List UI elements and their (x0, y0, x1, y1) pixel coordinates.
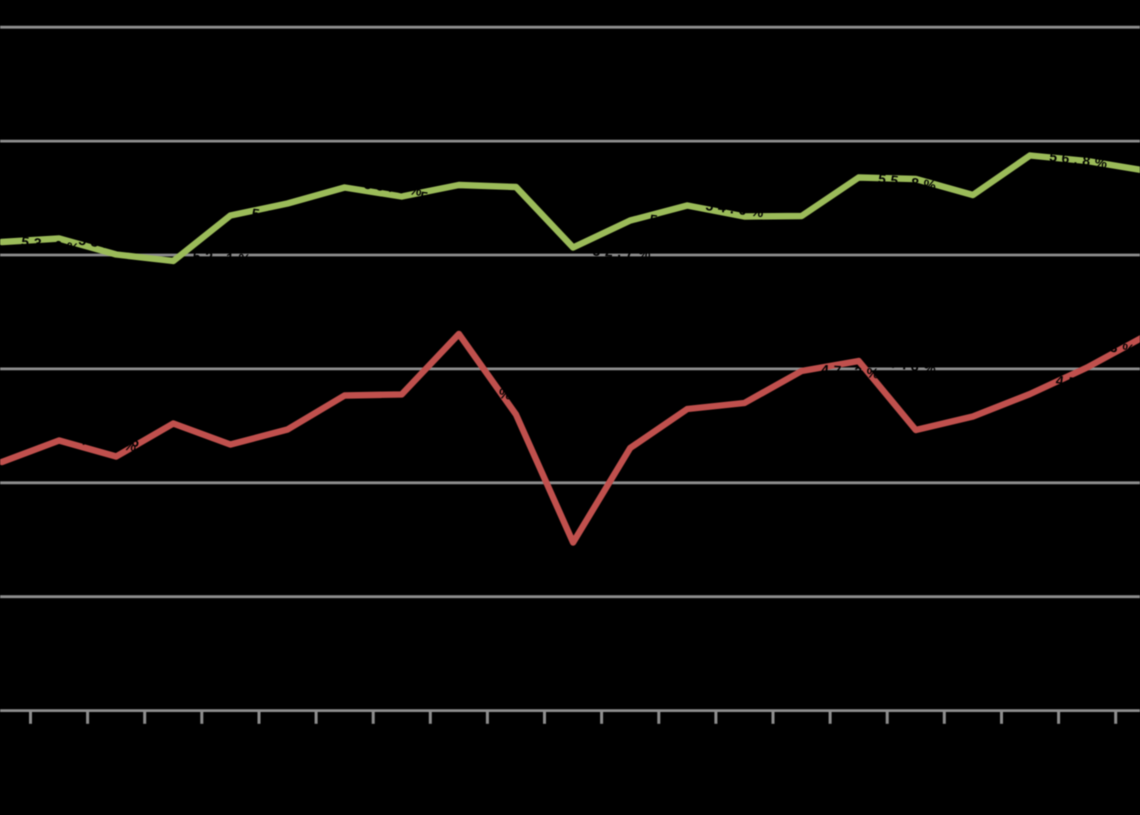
svg-text:6: 6 (130, 433, 144, 450)
svg-text:53.1%: 53.1% (78, 232, 142, 256)
svg-text:3%: 3% (1109, 339, 1140, 359)
svg-text:52.1%: 52.1% (192, 248, 255, 267)
svg-text:44.7%: 44.7% (937, 424, 1001, 448)
svg-text:56.8%: 56.8% (1048, 148, 1112, 172)
svg-text:52.7%: 52.7% (592, 243, 655, 262)
svg-text:54.6%: 54.6% (705, 197, 769, 221)
svg-text:47.8%: 47.8% (877, 353, 941, 377)
svg-text:55.8%: 55.8% (877, 170, 941, 194)
svg-text:53.9%: 53.9% (649, 211, 713, 235)
svg-text:45: 45 (1055, 372, 1082, 391)
svg-text:47.3%: 47.3% (821, 361, 885, 381)
svg-text:%: % (498, 385, 517, 403)
svg-text:54.1%: 54.1% (251, 205, 315, 229)
svg-text:55.3%: 55.3% (363, 176, 427, 200)
svg-text:54.9%: 54.9% (419, 188, 483, 212)
svg-text:53.0%: 53.0% (20, 233, 84, 257)
svg-text:44.2%: 44.2% (78, 431, 142, 455)
